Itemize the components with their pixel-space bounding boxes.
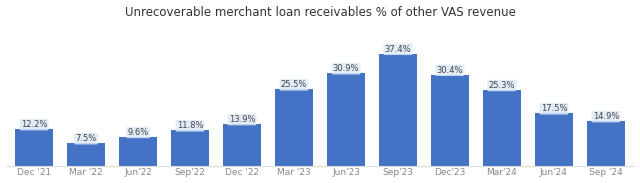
Bar xyxy=(587,121,625,166)
Text: 30.4%: 30.4% xyxy=(436,66,463,75)
Bar xyxy=(535,113,573,166)
Bar xyxy=(380,54,417,166)
Text: 12.2%: 12.2% xyxy=(21,120,47,129)
Bar xyxy=(67,143,105,166)
Text: 13.9%: 13.9% xyxy=(228,115,255,124)
Bar xyxy=(431,75,468,166)
Text: 11.8%: 11.8% xyxy=(177,121,204,130)
Text: 9.6%: 9.6% xyxy=(127,128,148,137)
Text: 25.5%: 25.5% xyxy=(281,80,307,89)
Text: 30.9%: 30.9% xyxy=(333,64,359,73)
Bar xyxy=(15,129,53,166)
Bar xyxy=(223,124,260,166)
Bar xyxy=(327,73,365,166)
Text: 7.5%: 7.5% xyxy=(76,134,97,143)
Bar xyxy=(120,137,157,166)
Text: 37.4%: 37.4% xyxy=(385,45,412,54)
Bar xyxy=(483,90,520,166)
Title: Unrecoverable merchant loan receivables % of other VAS revenue: Unrecoverable merchant loan receivables … xyxy=(125,5,515,18)
Text: 14.9%: 14.9% xyxy=(593,112,619,121)
Text: 25.3%: 25.3% xyxy=(489,81,515,90)
Text: 17.5%: 17.5% xyxy=(541,104,567,113)
Bar xyxy=(275,89,313,166)
Bar xyxy=(172,130,209,166)
